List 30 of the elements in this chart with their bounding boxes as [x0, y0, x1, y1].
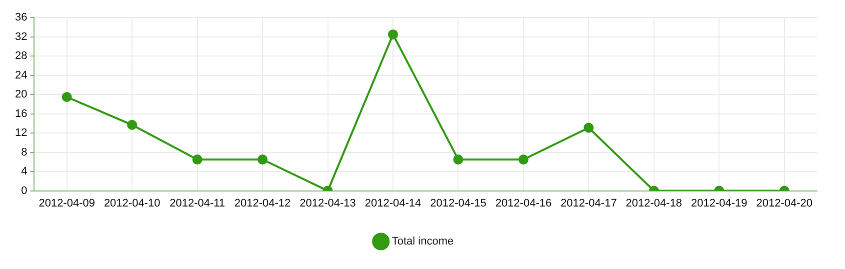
legend-label: Total income: [392, 236, 454, 248]
point: [62, 92, 72, 102]
y-tick-label: 12: [14, 127, 28, 140]
x-tick-label: 2012-04-15: [430, 197, 486, 210]
x-tick-label: 2012-04-14: [364, 197, 422, 210]
y-tick-label: 28: [14, 50, 28, 62]
point: [518, 154, 528, 165]
x-tick-label: 2012-04-19: [691, 197, 748, 210]
y-tick-label: 0: [21, 184, 28, 197]
x-tick-label: 2012-04-18: [626, 197, 682, 210]
x-tick-label: 2012-04-13: [300, 197, 356, 210]
y-tick-label: 16: [14, 108, 28, 120]
x-tick-label: 2012-04-09: [38, 197, 95, 210]
point: [584, 122, 594, 133]
x-tick-label: 2012-04-17: [560, 197, 617, 210]
point: [258, 154, 268, 165]
point: [127, 120, 138, 130]
x-tick-label: 2012-04-16: [495, 197, 552, 210]
y-tick-label: 32: [14, 30, 28, 43]
y-tick-label: 8: [21, 146, 28, 158]
x-tick-label: 2012-04-10: [104, 197, 160, 210]
y-tick-label: 24: [14, 69, 28, 82]
x-tick-label: 2012-04-12: [234, 197, 291, 210]
point: [453, 154, 464, 165]
x-tick-label: 2012-04-11: [170, 197, 226, 210]
y-tick-label: 36: [14, 12, 28, 24]
y-tick-label: 4: [21, 166, 28, 178]
x-tick-label: 2012-04-20: [756, 197, 813, 210]
point: [192, 154, 202, 165]
y-tick-label: 20: [14, 88, 28, 101]
